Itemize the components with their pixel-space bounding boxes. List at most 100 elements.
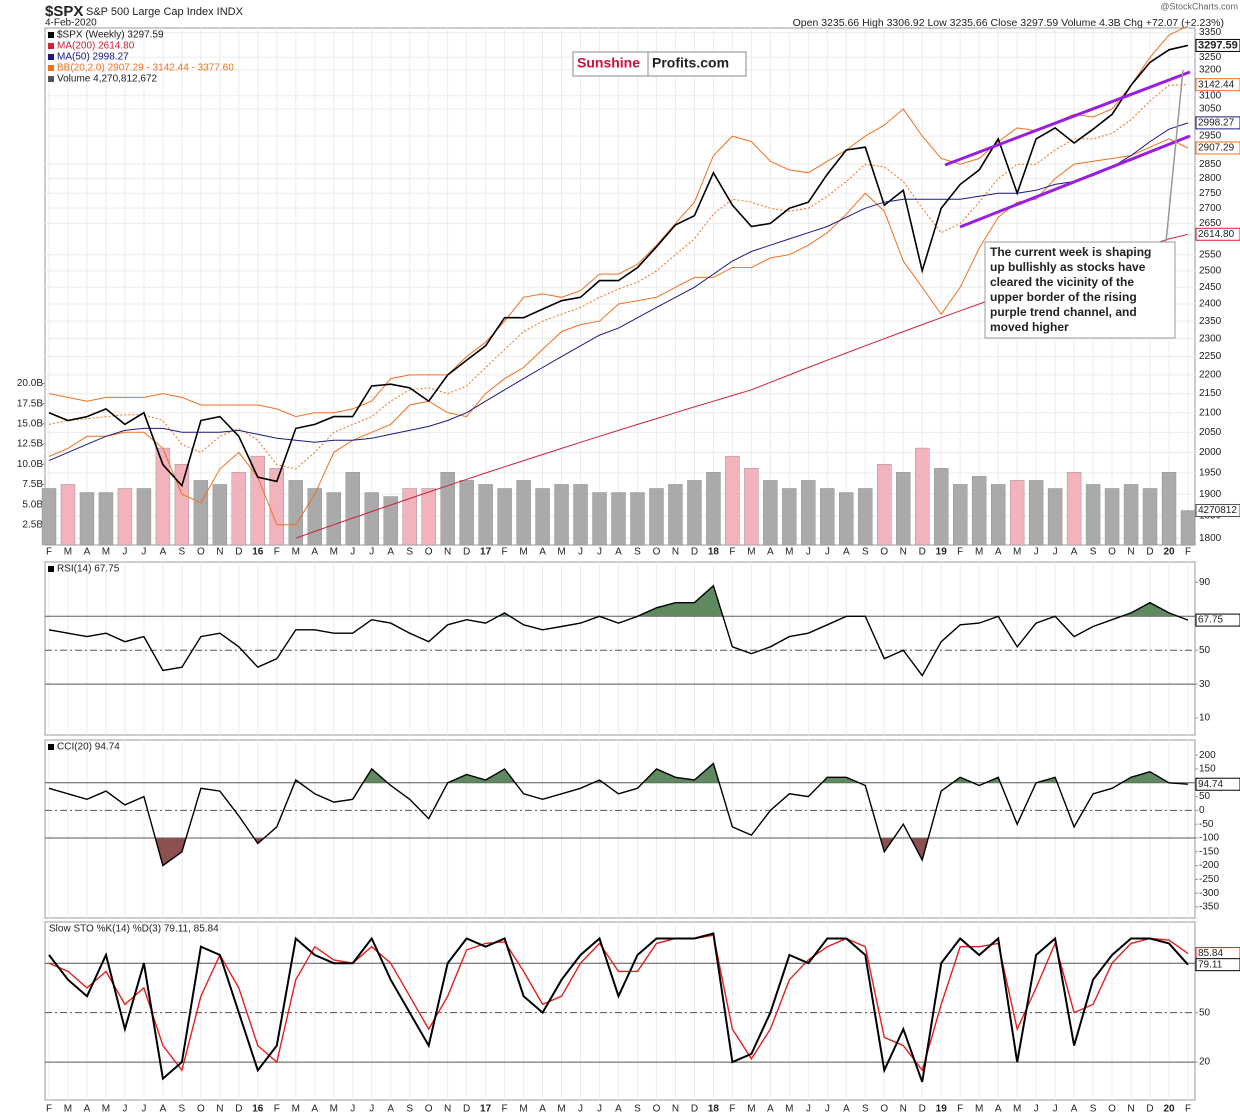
x-tick-label: D [1146, 1104, 1153, 1115]
x-tick-label: F [46, 547, 52, 558]
volume-bar [554, 484, 569, 546]
x-tick-label: J [806, 1104, 811, 1115]
volume-bar [649, 488, 664, 546]
y-tick-label: 2550 [1199, 249, 1222, 260]
x-tick-label: A [1071, 1104, 1078, 1115]
x-tick-label: A [843, 547, 850, 558]
volume-bar [1066, 472, 1082, 546]
x-tick-label: S [406, 1104, 413, 1115]
x-tick-label: 17 [480, 547, 492, 558]
value-tag-label: 3142.44 [1198, 79, 1235, 90]
legend-label: Volume 4,270,812,672 [57, 74, 158, 85]
x-tick-label: A [615, 1104, 622, 1115]
x-tick-label: 18 [708, 1104, 720, 1115]
series-line [48, 762, 1189, 867]
value-tag [1195, 227, 1240, 241]
logo-profits: Profits.com [652, 55, 729, 71]
annotation-line: purple trend channel, and [990, 305, 1137, 319]
x-tick-label: J [597, 547, 602, 558]
legend-label: MA(200) 2614.80 [57, 41, 135, 52]
volume-bar [117, 488, 133, 546]
y-tick-label: -350 [1199, 902, 1219, 913]
value-tag [1195, 116, 1240, 130]
x-tick-label: D [235, 547, 242, 558]
value-tag-label: 2614.80 [1198, 229, 1235, 240]
x-tick-label: M [975, 1104, 983, 1115]
value-tag [1195, 78, 1240, 92]
y-tick-label: -100 [1199, 833, 1219, 844]
volume-bar [1123, 484, 1139, 546]
value-tag [1195, 958, 1240, 972]
volume-bar [250, 455, 266, 546]
x-tick-label: M [1013, 1104, 1021, 1115]
x-tick-label: M [64, 1104, 72, 1115]
x-tick-label: F [502, 1104, 508, 1115]
x-tick-label: N [672, 1104, 679, 1115]
x-tick-label: M [785, 1104, 793, 1115]
series-line [48, 584, 1189, 677]
volume-bar [1009, 480, 1025, 546]
x-tick-label: S [179, 1104, 186, 1115]
value-tag [1195, 38, 1240, 52]
x-tick-label: S [634, 1104, 641, 1115]
y-tick-label: 2650 [1199, 218, 1222, 229]
value-tag-label: 2998.27 [1198, 118, 1235, 129]
volume-bar [459, 480, 474, 546]
y2-tick-label: 2.5B [22, 519, 43, 530]
volume-bar [136, 488, 152, 546]
y-tick-label: 3250 [1199, 52, 1222, 63]
value-tag-label: 3297.59 [1198, 39, 1238, 51]
panel-title: Slow STO %K(14) %D(3) 79.11, 85.84 [49, 924, 219, 935]
x-tick-label: N [1127, 547, 1134, 558]
y-tick-label: 20 [1199, 1057, 1211, 1068]
x-tick-label: N [444, 547, 451, 558]
x-tick-label: J [806, 547, 811, 558]
x-tick-label: D [1146, 547, 1153, 558]
x-tick-label: M [975, 547, 983, 558]
x-tick-label: A [995, 547, 1002, 558]
x-tick-label: J [141, 547, 146, 558]
y-tick-label: 2700 [1199, 203, 1222, 214]
x-tick-label: A [84, 1104, 91, 1115]
y-tick-label: 2350 [1199, 316, 1222, 327]
volume-bar [1142, 488, 1158, 546]
y2-tick-label: 12.5B [17, 439, 43, 450]
y-tick-label: 2150 [1199, 388, 1222, 399]
x-tick-label: A [387, 547, 394, 558]
value-tag [1195, 141, 1240, 155]
x-tick-label: N [216, 547, 223, 558]
x-tick-label: J [369, 547, 374, 558]
series-line [48, 44, 1189, 488]
y-tick-label: 1800 [1199, 533, 1222, 544]
y-tick-label: -150 [1199, 846, 1219, 857]
x-tick-label: F [46, 1104, 52, 1115]
legend-label: BB(20,2.0) 2907.29 - 3142.44 - 3377.60 [57, 63, 234, 74]
volume-bar [953, 484, 968, 546]
x-tick-label: F [274, 547, 280, 558]
y2-tick-label: 17.5B [17, 398, 43, 409]
volume-bar [725, 455, 740, 546]
y-tick-label: 50 [1199, 1007, 1211, 1018]
panel [44, 561, 1196, 736]
legend-swatch [48, 744, 54, 750]
volume-bar [478, 484, 493, 546]
x-tick-label: 20 [1163, 547, 1175, 558]
legend-label: RSI(14) 67.75 [57, 564, 120, 575]
volume-bar [60, 484, 76, 546]
volume-bar [971, 476, 987, 546]
y-tick-label: 3100 [1199, 90, 1222, 101]
x-tick-label: A [311, 1104, 318, 1115]
volume-bar [573, 484, 588, 546]
y-tick-label: 2850 [1199, 159, 1222, 170]
x-tick-label: A [539, 1104, 546, 1115]
volume-bar [79, 492, 95, 546]
volume-bar [516, 480, 531, 546]
x-tick-label: O [653, 1104, 661, 1115]
x-tick-label: O [197, 547, 205, 558]
y2-tick-label: 10.0B [17, 459, 43, 470]
y-tick-label: 2800 [1199, 173, 1222, 184]
volume-bar [345, 472, 360, 546]
volume-bar [231, 472, 247, 546]
y-tick-label: 150 [1199, 764, 1216, 775]
